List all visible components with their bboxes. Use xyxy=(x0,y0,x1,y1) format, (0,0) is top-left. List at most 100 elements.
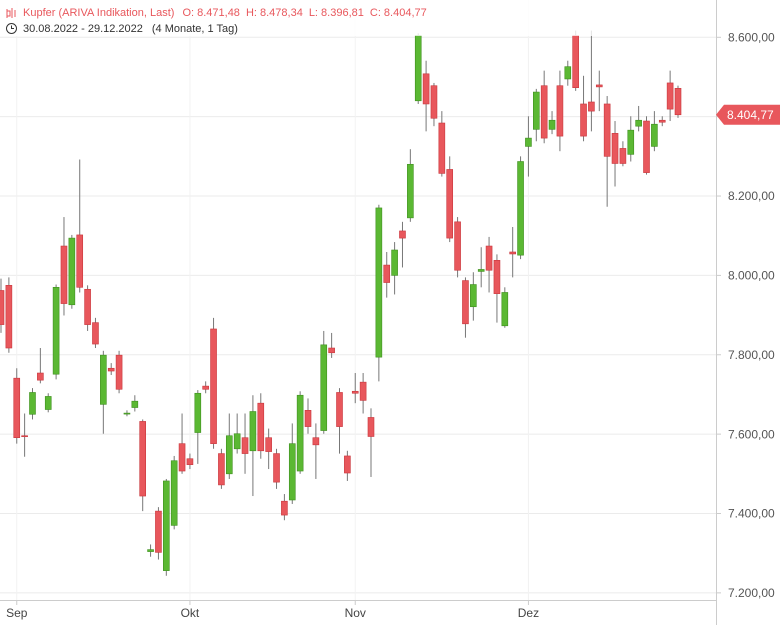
candle-body xyxy=(92,322,99,345)
clock-icon xyxy=(6,23,17,34)
candle-body xyxy=(131,400,139,408)
candle-body xyxy=(107,367,115,372)
candles xyxy=(0,30,682,576)
candle-body xyxy=(115,354,123,390)
candle-body xyxy=(304,410,312,427)
y-tick-label: 7.400,00 xyxy=(728,507,775,521)
candle-body xyxy=(674,88,682,116)
candle-body xyxy=(273,453,280,483)
candle-body xyxy=(485,245,493,271)
candle-body xyxy=(580,103,587,137)
candle-body xyxy=(391,249,398,276)
candle-body xyxy=(21,435,28,438)
candle-body xyxy=(611,133,619,164)
candle-body xyxy=(52,287,60,375)
candle-body xyxy=(5,285,13,349)
candle-body xyxy=(525,137,532,147)
candle-body xyxy=(407,163,414,219)
candle-body xyxy=(540,85,548,139)
candle-body xyxy=(438,122,446,174)
candle-body xyxy=(477,269,485,272)
candle-body xyxy=(225,435,233,475)
candle-body xyxy=(548,119,556,130)
candle-body xyxy=(643,120,650,173)
candle-body xyxy=(336,392,343,427)
candle-body xyxy=(509,251,516,255)
candle-body xyxy=(249,411,257,452)
candle-body xyxy=(186,458,194,465)
candle-body xyxy=(257,402,265,452)
candle-body xyxy=(320,344,328,431)
candle-body xyxy=(84,288,91,325)
candle-body xyxy=(194,392,202,433)
candle-body xyxy=(351,390,359,394)
x-tick-label: Sep xyxy=(6,606,28,620)
last-price-tag xyxy=(716,104,780,125)
ohlc-label: O: 8.471,48 xyxy=(182,7,240,19)
clock-hand xyxy=(11,25,14,29)
candle-body xyxy=(399,230,406,239)
date-range: 30.08.2022 - 29.12.2022 xyxy=(23,23,143,35)
candle-body xyxy=(60,245,68,304)
candle-body xyxy=(44,396,52,410)
candle-body xyxy=(446,169,454,239)
header-bg xyxy=(4,0,644,36)
candle-body xyxy=(470,284,477,308)
candle-body xyxy=(202,385,209,390)
candle-body xyxy=(454,221,461,271)
candle-body xyxy=(651,123,658,147)
candle-body xyxy=(139,421,146,497)
candle-body xyxy=(556,85,564,137)
candle-body xyxy=(328,347,335,354)
candle-body xyxy=(312,437,320,446)
candle-body xyxy=(281,500,288,516)
candle-body xyxy=(430,85,438,119)
ohlc-label: L: 8.396,81 xyxy=(309,7,364,19)
candle-body xyxy=(501,292,509,327)
candle-body xyxy=(13,377,21,438)
candle-body xyxy=(76,234,84,288)
candle-body xyxy=(666,82,674,110)
candle-body xyxy=(572,35,579,88)
ohlc-label: H: 8.478,34 xyxy=(246,7,303,19)
candle-body xyxy=(147,549,154,552)
candle-body xyxy=(635,119,642,127)
candle-body xyxy=(265,437,272,452)
candle-body xyxy=(163,480,170,571)
candle-body xyxy=(462,280,469,325)
header-title: Kupfer (ARIVA Indikation, Last) xyxy=(23,7,174,19)
candle-body xyxy=(564,66,572,80)
candle-body xyxy=(367,417,375,437)
candle-body xyxy=(517,161,524,256)
candle-body xyxy=(296,394,304,472)
period: (4 Monate, 1 Tag) xyxy=(152,23,238,35)
candle-body xyxy=(29,392,36,415)
candle-body xyxy=(241,437,249,454)
icon xyxy=(6,8,16,18)
last-price-label: 8.404,77 xyxy=(727,108,774,122)
candle-body xyxy=(344,455,351,474)
candle-body xyxy=(627,129,635,155)
candle-body xyxy=(0,290,5,325)
candle-body xyxy=(588,101,595,112)
candle-body xyxy=(100,354,107,405)
y-tick-label: 7.800,00 xyxy=(728,348,775,362)
y-tick-label: 8.000,00 xyxy=(728,269,775,283)
candle-body xyxy=(155,510,162,553)
candle-body xyxy=(493,260,501,294)
ohlc-label: C: 8.404,77 xyxy=(370,7,427,19)
candle-body xyxy=(233,433,241,450)
candle-body xyxy=(37,372,44,381)
candle-body xyxy=(383,264,391,283)
candle-body xyxy=(288,443,296,501)
candle-body xyxy=(68,237,76,306)
candle-body xyxy=(123,412,131,415)
candle-body xyxy=(595,84,603,88)
candle-body xyxy=(170,460,178,526)
candle-body xyxy=(619,148,627,164)
y-tick-label: 8.600,00 xyxy=(728,30,775,44)
candle-body xyxy=(375,207,383,358)
y-tick-label: 7.600,00 xyxy=(728,427,775,441)
